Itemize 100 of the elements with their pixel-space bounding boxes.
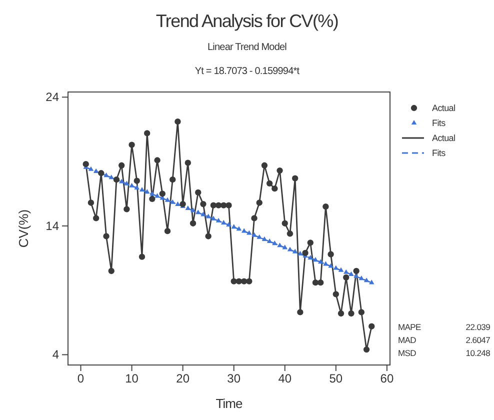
point <box>364 278 370 282</box>
point <box>104 172 109 178</box>
x-tick-label: 30 <box>227 372 241 386</box>
point <box>343 274 350 281</box>
x-tick-label: 10 <box>125 372 139 386</box>
point <box>134 178 140 184</box>
point <box>312 257 318 262</box>
legend-label: Actual <box>432 133 456 143</box>
point <box>353 268 360 274</box>
point <box>297 309 304 316</box>
text: MAPE 22.039 <box>398 322 490 332</box>
point <box>159 190 166 197</box>
point <box>236 226 242 231</box>
point <box>108 268 114 274</box>
point <box>92 215 100 222</box>
legend-label: Fits <box>432 148 446 158</box>
x-tick-label: 50 <box>329 372 343 386</box>
point <box>307 240 314 246</box>
point <box>195 210 201 214</box>
point <box>332 291 339 298</box>
point <box>138 254 146 260</box>
point <box>286 230 294 237</box>
point <box>272 240 278 246</box>
point <box>82 161 89 168</box>
point <box>154 157 160 164</box>
point <box>118 162 125 168</box>
point <box>343 269 349 274</box>
point <box>348 310 354 317</box>
point <box>272 185 278 192</box>
point <box>170 199 176 204</box>
text: Yt = 18.7073 - 0.159994*t <box>194 66 300 77</box>
point <box>277 242 282 248</box>
point <box>358 276 364 280</box>
point <box>200 200 206 208</box>
point <box>195 189 202 196</box>
point <box>368 323 375 330</box>
point <box>205 233 212 240</box>
x-tick-label: 0 <box>77 372 84 386</box>
point <box>292 248 298 254</box>
y-tick-label: 24 <box>46 90 60 104</box>
point <box>128 142 135 148</box>
point <box>88 200 94 206</box>
point <box>190 208 196 212</box>
point <box>322 204 329 210</box>
point <box>174 118 181 125</box>
point <box>206 214 211 218</box>
point <box>221 220 226 224</box>
point <box>149 196 156 202</box>
point <box>226 202 232 208</box>
point <box>129 182 134 188</box>
point <box>170 176 176 183</box>
point <box>124 206 130 212</box>
point <box>256 200 262 206</box>
x-axis-title: Time <box>216 396 242 411</box>
point <box>282 244 288 250</box>
point <box>88 166 94 171</box>
text: MAD 2.6047 <box>398 335 490 345</box>
point <box>261 162 268 168</box>
point <box>328 251 334 258</box>
y-tick-label: 14 <box>46 218 60 233</box>
x-tick-label: 20 <box>176 372 190 386</box>
point <box>363 346 370 353</box>
point <box>292 175 298 182</box>
point <box>154 193 160 198</box>
point <box>230 278 237 284</box>
point <box>302 250 308 256</box>
y-tick-label: 4 <box>52 348 60 362</box>
point <box>318 259 324 264</box>
point <box>287 246 293 252</box>
point <box>282 220 288 226</box>
x-tick-label: 60 <box>380 372 394 386</box>
point <box>328 263 334 268</box>
chart-subtitle: Linear Trend Model <box>208 42 287 53</box>
point <box>175 201 180 206</box>
text: Actual <box>432 103 456 113</box>
point <box>231 224 236 229</box>
point <box>164 228 171 234</box>
point <box>150 191 155 196</box>
point <box>134 184 140 190</box>
point <box>298 250 303 256</box>
point <box>241 228 247 233</box>
point <box>266 180 273 187</box>
point <box>318 280 324 286</box>
point <box>190 220 196 226</box>
point <box>103 233 110 240</box>
point <box>215 202 222 208</box>
text: MSD 10.248 <box>398 348 490 358</box>
point <box>276 167 283 174</box>
point <box>348 271 354 276</box>
chart-title: Trend Analysis for CV(%) <box>156 11 338 31</box>
y-axis-title: CV(%) <box>16 209 31 248</box>
point <box>118 178 124 184</box>
point <box>358 309 365 316</box>
point <box>200 212 206 216</box>
text: Fits <box>432 118 446 128</box>
point <box>144 130 150 136</box>
point <box>124 180 130 186</box>
point <box>226 222 232 227</box>
point <box>164 197 170 202</box>
point <box>252 232 257 237</box>
